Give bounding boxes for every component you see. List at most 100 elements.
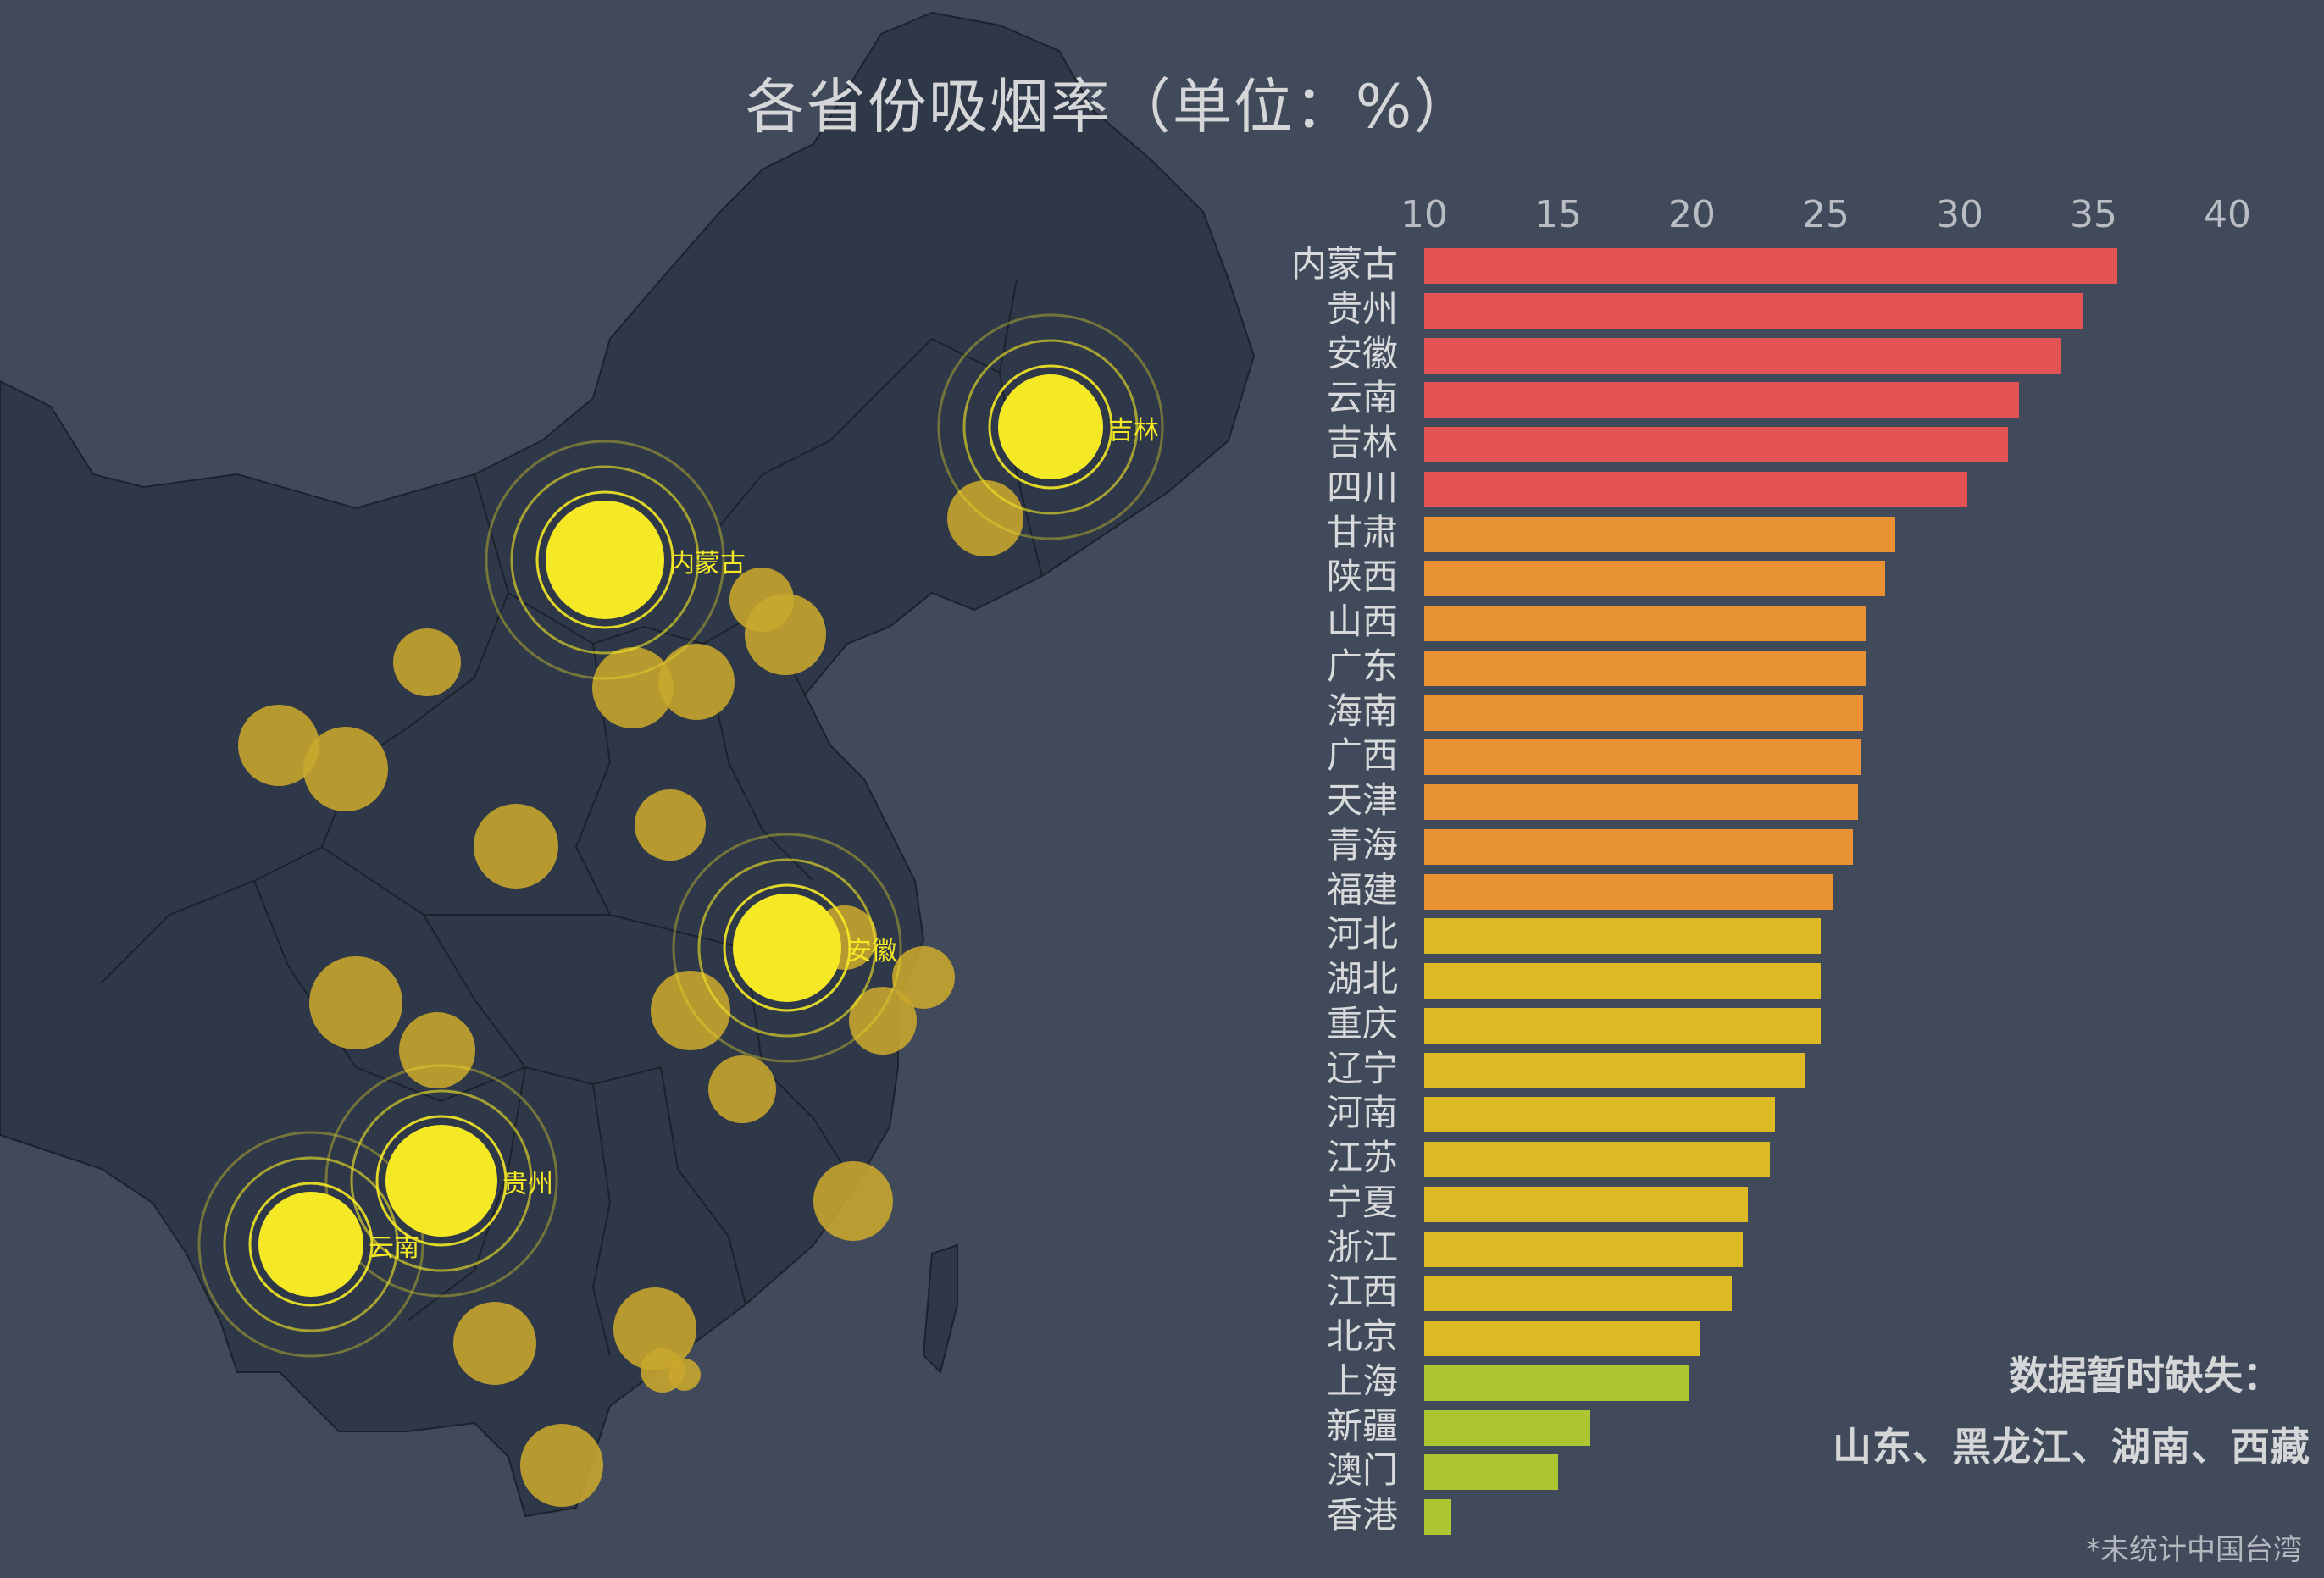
ripple-ring xyxy=(937,313,1164,540)
bar[interactable] xyxy=(1424,606,1866,641)
bar-category-label: 重庆 xyxy=(1326,1002,1398,1044)
bar[interactable] xyxy=(1424,695,1864,731)
bar-category-label: 江西 xyxy=(1326,1271,1398,1313)
x-tick-label: 40 xyxy=(2204,193,2251,236)
scatter-point[interactable] xyxy=(892,946,955,1009)
bar-category-label: 辽宁 xyxy=(1326,1047,1398,1089)
bar-category-label: 青海 xyxy=(1326,823,1398,866)
ripple-ring xyxy=(324,1064,558,1298)
scatter-point[interactable] xyxy=(658,644,735,720)
bar-category-label: 内蒙古 xyxy=(1290,243,1398,285)
scatter-point[interactable] xyxy=(813,1161,893,1241)
scatter-point[interactable] xyxy=(453,1302,536,1385)
bar[interactable] xyxy=(1424,828,1853,865)
effect-point[interactable] xyxy=(546,501,664,619)
bar-category-label: 广东 xyxy=(1326,645,1398,687)
x-tick-label: 25 xyxy=(1802,193,1850,236)
bar[interactable] xyxy=(1424,873,1834,910)
missing-data-list: 山东、黑龙江、湖南、西藏 xyxy=(1833,1424,2310,1470)
bar-category-label: 浙江 xyxy=(1326,1226,1398,1268)
bar[interactable] xyxy=(1424,650,1866,686)
bar-category-label: 安徽 xyxy=(1326,332,1398,374)
bar-category-label: 山西 xyxy=(1326,601,1398,642)
scatter-point[interactable] xyxy=(238,705,319,786)
effect-point[interactable] xyxy=(998,374,1103,479)
bar[interactable] xyxy=(1424,918,1821,955)
x-tick-label: 15 xyxy=(1534,193,1582,236)
bar-category-label: 香港 xyxy=(1326,1494,1398,1536)
bar[interactable] xyxy=(1424,337,2062,374)
scatter-point[interactable] xyxy=(745,594,826,675)
effect-point[interactable] xyxy=(733,894,841,1002)
bar[interactable] xyxy=(1424,1007,1821,1044)
bar[interactable] xyxy=(1424,1142,1770,1177)
bar[interactable] xyxy=(1424,1321,1700,1356)
scatter-point[interactable] xyxy=(520,1424,603,1507)
scatter-point[interactable] xyxy=(303,727,388,811)
bar-category-label: 澳门 xyxy=(1326,1449,1398,1492)
bar[interactable] xyxy=(1424,1186,1749,1222)
bar-category-label: 海南 xyxy=(1326,689,1398,732)
scatter-point[interactable] xyxy=(474,804,558,889)
ripple-ring xyxy=(248,1182,374,1307)
scatter-point[interactable] xyxy=(592,647,674,728)
ripple-ring xyxy=(350,1089,533,1272)
bar-category-label: 江苏 xyxy=(1326,1137,1398,1178)
bar-category-label: 陕西 xyxy=(1326,556,1398,598)
taiwan xyxy=(922,1243,958,1374)
bar[interactable] xyxy=(1424,1052,1805,1088)
bar[interactable] xyxy=(1424,516,1896,552)
bar[interactable] xyxy=(1424,1409,1590,1446)
effect-point-label: 安徽 xyxy=(846,937,897,966)
scatter-point[interactable] xyxy=(849,987,917,1055)
bar[interactable] xyxy=(1424,739,1861,776)
bar[interactable] xyxy=(1424,1454,1558,1491)
bar[interactable] xyxy=(1424,292,2083,329)
bar[interactable] xyxy=(1424,784,1858,820)
x-tick-label: 10 xyxy=(1401,193,1448,236)
ripple-ring xyxy=(485,440,725,680)
effect-point-label: 贵州 xyxy=(502,1170,553,1199)
x-tick-label: 20 xyxy=(1668,193,1716,236)
footnote: *未统计中国台湾 xyxy=(2086,1533,2302,1567)
scatter-point[interactable] xyxy=(668,1359,701,1391)
effect-point[interactable] xyxy=(258,1192,363,1297)
ripple-ring xyxy=(223,1156,399,1332)
bar[interactable] xyxy=(1424,248,2118,284)
bar[interactable] xyxy=(1424,382,2019,418)
scatter-point[interactable] xyxy=(635,789,706,861)
scatter-point[interactable] xyxy=(309,956,402,1049)
bar-category-label: 福建 xyxy=(1326,868,1398,911)
effect-point[interactable] xyxy=(385,1125,497,1237)
bar[interactable] xyxy=(1424,561,1885,597)
scatter-point[interactable] xyxy=(708,1055,776,1123)
bar[interactable] xyxy=(1424,1097,1775,1133)
effect-point-label: 云南 xyxy=(369,1233,419,1263)
bar-category-label: 云南 xyxy=(1326,377,1398,419)
bar[interactable] xyxy=(1424,471,1968,507)
chart-title: 各省份吸烟率（单位：%） xyxy=(745,72,1475,141)
bar-category-label: 甘肃 xyxy=(1326,511,1398,553)
ripple-ring xyxy=(962,339,1139,515)
effect-point-label: 吉林 xyxy=(1108,416,1159,446)
bar[interactable] xyxy=(1424,427,2008,462)
bar[interactable] xyxy=(1424,963,1821,999)
ripple-ring xyxy=(672,833,902,1063)
ripple-ring xyxy=(988,364,1113,490)
bar-category-label: 吉林 xyxy=(1326,422,1398,463)
scatter-point[interactable] xyxy=(613,1287,696,1370)
bar-category-label: 河南 xyxy=(1326,1092,1398,1134)
bar[interactable] xyxy=(1424,1276,1733,1312)
x-tick-label: 35 xyxy=(2070,193,2117,236)
bar[interactable] xyxy=(1424,1231,1744,1267)
scatter-point[interactable] xyxy=(399,1012,475,1088)
bar[interactable] xyxy=(1424,1365,1689,1401)
missing-data-title: 数据暂时缺失： xyxy=(2009,1353,2282,1398)
bar-category-label: 四川 xyxy=(1326,466,1398,508)
ripple-ring xyxy=(510,465,700,655)
scatter-point[interactable] xyxy=(393,628,461,696)
bar[interactable] xyxy=(1424,1499,1451,1535)
